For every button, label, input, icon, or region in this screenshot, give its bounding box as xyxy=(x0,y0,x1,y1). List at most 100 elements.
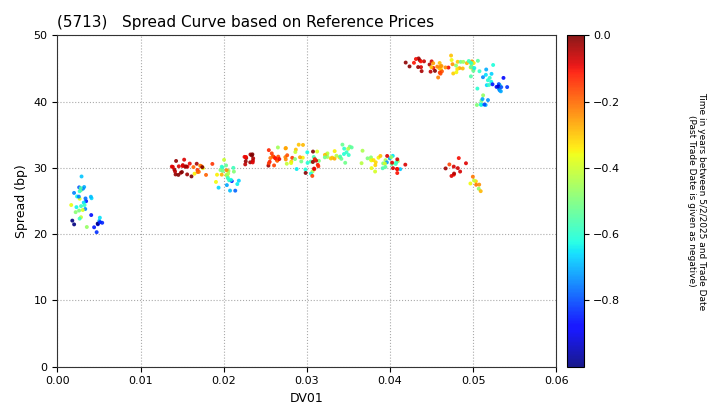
Point xyxy=(468,177,480,184)
Point xyxy=(481,82,492,89)
Point xyxy=(387,159,398,166)
Point xyxy=(266,150,277,157)
Point xyxy=(81,198,92,205)
Point xyxy=(280,145,292,152)
Point xyxy=(218,157,230,163)
Point xyxy=(415,58,427,65)
Point xyxy=(475,101,487,108)
Point xyxy=(239,154,251,160)
Point xyxy=(457,58,469,65)
Point xyxy=(400,59,411,66)
Point xyxy=(460,160,472,167)
Point xyxy=(477,74,489,81)
Point xyxy=(197,164,208,171)
Text: (5713)   Spread Curve based on Reference Prices: (5713) Spread Curve based on Reference P… xyxy=(58,15,435,30)
Point xyxy=(196,163,207,170)
Point xyxy=(78,199,89,206)
Point xyxy=(75,214,86,220)
Point xyxy=(263,147,274,153)
Point xyxy=(168,166,180,173)
Point xyxy=(272,153,284,160)
Point xyxy=(465,64,477,71)
Point xyxy=(365,154,377,161)
Point xyxy=(477,92,489,99)
Point xyxy=(346,144,357,151)
Point xyxy=(390,159,402,166)
Point xyxy=(281,160,292,167)
Point xyxy=(280,145,292,152)
Point xyxy=(180,163,192,170)
Point xyxy=(451,69,462,76)
Point xyxy=(188,164,199,171)
Point xyxy=(233,177,245,184)
Point xyxy=(446,173,457,179)
Point xyxy=(470,181,482,188)
Point xyxy=(333,154,345,161)
Point xyxy=(450,62,462,69)
Point xyxy=(96,219,108,226)
Point xyxy=(274,156,285,163)
Point xyxy=(167,163,179,170)
Point xyxy=(338,145,350,152)
Point xyxy=(416,68,428,74)
Point xyxy=(465,73,477,80)
Point xyxy=(300,166,311,173)
Point xyxy=(424,61,436,68)
Point xyxy=(200,171,212,178)
Point xyxy=(454,168,466,175)
Point xyxy=(76,203,87,210)
Point xyxy=(470,178,482,185)
Point xyxy=(216,171,228,178)
Point xyxy=(94,214,106,221)
Point xyxy=(232,181,243,187)
Point xyxy=(329,155,341,162)
Point xyxy=(221,172,233,178)
Point xyxy=(228,165,239,171)
Point xyxy=(230,187,241,194)
Point xyxy=(356,160,367,167)
Point xyxy=(377,165,388,172)
Point xyxy=(295,158,307,165)
Point xyxy=(222,173,233,180)
Point xyxy=(436,68,448,75)
Point xyxy=(484,74,495,81)
Point xyxy=(392,166,403,173)
Point xyxy=(86,195,97,202)
Point xyxy=(74,215,86,222)
Point xyxy=(446,61,458,68)
Point xyxy=(448,171,459,178)
Point xyxy=(271,157,283,164)
Point xyxy=(480,66,492,73)
Point xyxy=(175,169,186,176)
Point xyxy=(471,102,482,108)
Point xyxy=(336,155,347,162)
Point xyxy=(291,165,302,172)
Point xyxy=(463,58,474,64)
Point xyxy=(400,161,411,168)
Point xyxy=(428,65,439,71)
Point xyxy=(247,151,258,158)
Point xyxy=(386,161,397,168)
Point xyxy=(467,173,479,180)
Point xyxy=(451,66,463,72)
Point xyxy=(455,58,467,65)
Point xyxy=(369,162,381,168)
Point xyxy=(248,155,259,162)
Point xyxy=(289,156,301,163)
Point xyxy=(369,168,381,175)
Point xyxy=(486,71,498,77)
Point xyxy=(245,151,256,158)
Point xyxy=(322,154,333,160)
Point xyxy=(343,152,354,158)
Point xyxy=(89,224,100,231)
Point xyxy=(495,88,507,94)
Point xyxy=(498,74,509,81)
Point xyxy=(213,184,225,191)
Point xyxy=(344,143,356,150)
Point xyxy=(435,63,446,70)
Point xyxy=(413,64,424,71)
Point xyxy=(75,187,86,194)
Point xyxy=(467,68,479,74)
Point xyxy=(225,176,237,183)
Point xyxy=(454,65,465,71)
